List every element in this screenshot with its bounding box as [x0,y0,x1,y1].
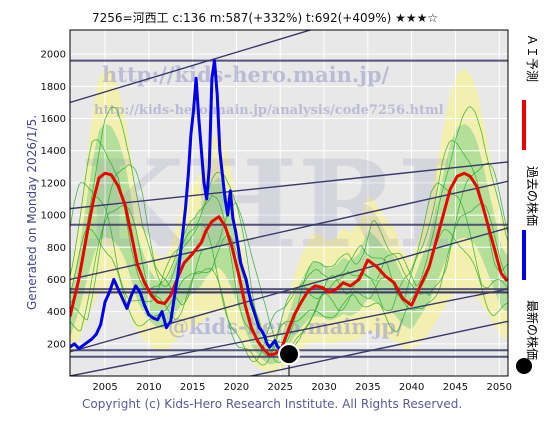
series-past-price [70,59,290,356]
x-tick-label: 2025 [268,382,293,393]
legend-label-3: 最新の株価 [525,300,540,360]
trend-line [70,161,508,210]
plot-frame [69,29,509,377]
x-tick-label: 2040 [399,382,424,393]
x-tick-label: 2035 [355,382,380,393]
y-tick-label: 1800 [41,82,66,93]
y-tick-label: 200 [47,339,66,350]
latest-price-dot [278,343,300,366]
chart-title: 7256=河西工 c:136 m:587(+332%) t:692(+409%)… [92,11,438,25]
copyright: Copyright (c) Kids-Hero Research Institu… [82,397,462,411]
x-tick-label: 2005 [92,382,117,393]
watermark-url-top: http://kids-hero.main.jp/ [102,62,390,87]
y-tick-label: 600 [47,275,66,286]
y-tick-label: 800 [47,243,66,254]
y-tick-label: 1200 [41,178,66,189]
legend-label-2: 過去の株価 [525,166,540,226]
y-tick-label: 1600 [41,114,66,125]
legend-label-1: ＡＩ予測 [525,34,539,82]
watermark-url-analysis: http://kids-hero.main.jp/analysis/code72… [94,103,444,118]
scenario-line [70,139,508,357]
watermark-khri: KHRI [80,134,454,275]
y-tick-label: 1000 [41,211,66,222]
x-tick-label: 2010 [136,382,161,393]
forecast-band-inner [70,123,508,365]
trend-line [70,180,508,281]
y-tick-label: 2000 [41,50,66,61]
y-tick-label: 1400 [41,146,66,157]
x-tick-label: 2050 [487,382,512,393]
x-tick-label: 2020 [224,382,249,393]
y-tick-label: 400 [47,307,66,318]
generated-date: Generated on Monday 2026/1/5. [25,115,39,310]
legend-swatch-3 [516,358,532,374]
x-tick-label: 2045 [443,382,468,393]
x-tick-label: 2030 [311,382,336,393]
trend-line [70,30,313,104]
x-tick-label: 2015 [180,382,205,393]
